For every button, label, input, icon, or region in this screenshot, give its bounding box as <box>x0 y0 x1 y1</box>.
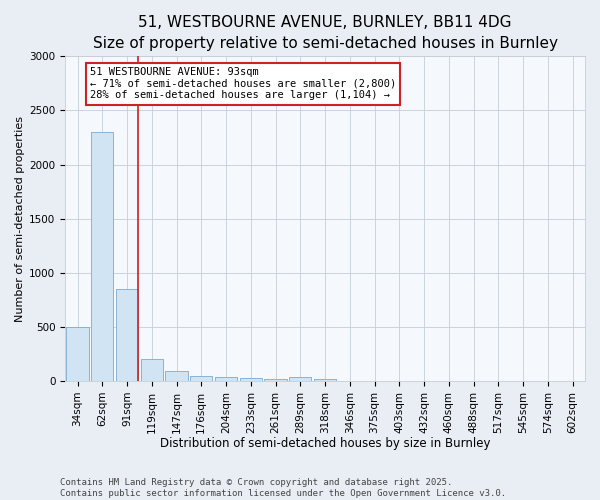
Bar <box>190 376 212 381</box>
Bar <box>239 378 262 381</box>
Bar <box>67 327 89 381</box>
Title: 51, WESTBOURNE AVENUE, BURNLEY, BB11 4DG
Size of property relative to semi-detac: 51, WESTBOURNE AVENUE, BURNLEY, BB11 4DG… <box>92 15 557 51</box>
X-axis label: Distribution of semi-detached houses by size in Burnley: Distribution of semi-detached houses by … <box>160 437 490 450</box>
Bar <box>215 376 237 381</box>
Bar <box>314 379 336 381</box>
Bar <box>265 380 287 381</box>
Text: 51 WESTBOURNE AVENUE: 93sqm
← 71% of semi-detached houses are smaller (2,800)
28: 51 WESTBOURNE AVENUE: 93sqm ← 71% of sem… <box>90 67 396 100</box>
Y-axis label: Number of semi-detached properties: Number of semi-detached properties <box>15 116 25 322</box>
Bar <box>116 289 138 381</box>
Bar <box>289 376 311 381</box>
Bar <box>166 371 188 381</box>
Bar <box>91 132 113 381</box>
Text: Contains HM Land Registry data © Crown copyright and database right 2025.
Contai: Contains HM Land Registry data © Crown c… <box>60 478 506 498</box>
Bar <box>140 360 163 381</box>
